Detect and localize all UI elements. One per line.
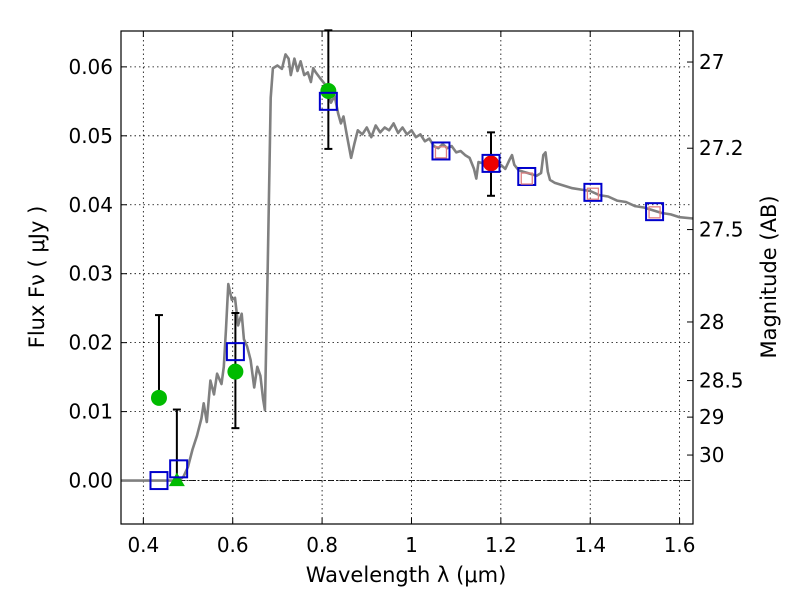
x-tick-label: 1.2 xyxy=(485,533,517,557)
model-photometry-marker xyxy=(481,153,501,173)
data-point xyxy=(227,363,244,380)
y-axis-title: Flux Fν ( μJy ) xyxy=(25,206,49,349)
y-tick-label: 0.00 xyxy=(68,469,113,493)
mag-tick-label: 28 xyxy=(699,310,724,334)
grid xyxy=(121,31,693,524)
y-tick-label: 0.02 xyxy=(68,331,113,355)
plot-frame xyxy=(120,30,694,525)
mag-tick-label: 30 xyxy=(699,443,724,467)
model-photometry-marker xyxy=(583,182,603,202)
tick-labels: 0.4 0.6 0.8 1 1.2 1.4 1.6 0.00 0.01 0.02 0.03 0.04 0… xyxy=(68,50,743,557)
model-photometry-marker xyxy=(169,459,189,479)
mag-tick-label: 27.2 xyxy=(699,136,744,160)
axis-ticks xyxy=(121,31,693,524)
x-tick-label: 0.6 xyxy=(217,533,249,557)
mag-tick-label: 27 xyxy=(699,50,724,74)
y-tick-label: 0.05 xyxy=(68,124,113,148)
y-tick-label: 0.06 xyxy=(68,55,113,79)
model-photometry-marker xyxy=(431,141,451,161)
mag-tick-label: 29 xyxy=(699,405,724,429)
model-photometry-marker xyxy=(645,202,665,222)
y-tick-label: 0.01 xyxy=(68,400,113,424)
mag-tick-label: 27.5 xyxy=(699,218,744,242)
right-axis-title: Magnitude (AB) xyxy=(757,195,781,358)
upper-limit-marker xyxy=(168,472,185,487)
model-photometry-marker xyxy=(517,166,537,186)
x-tick-label: 0.8 xyxy=(306,533,338,557)
data-point xyxy=(483,155,500,172)
synthetic-marker xyxy=(586,187,600,200)
x-axis-title: Wavelength λ (μm) xyxy=(306,563,507,587)
model-photometry-marker xyxy=(318,91,338,111)
data-markers xyxy=(149,82,665,491)
model-photometry-marker xyxy=(149,471,169,491)
y-tick-label: 0.04 xyxy=(68,193,113,217)
data-point xyxy=(320,82,337,99)
data-point xyxy=(150,389,167,406)
synthetic-marker xyxy=(648,206,661,219)
synthetic-marker xyxy=(434,146,448,159)
x-tick-label: 1.6 xyxy=(664,533,696,557)
y-tick-label: 0.03 xyxy=(68,262,113,286)
x-tick-label: 0.4 xyxy=(127,533,159,557)
synthetic-marker xyxy=(520,172,533,185)
sed-curve xyxy=(121,53,694,482)
x-tick-label: 1.4 xyxy=(574,533,606,557)
model-sed xyxy=(121,53,694,482)
x-tick-label: 1 xyxy=(405,533,418,557)
mag-tick-label: 28.5 xyxy=(699,369,744,393)
model-photometry-marker xyxy=(225,342,245,362)
